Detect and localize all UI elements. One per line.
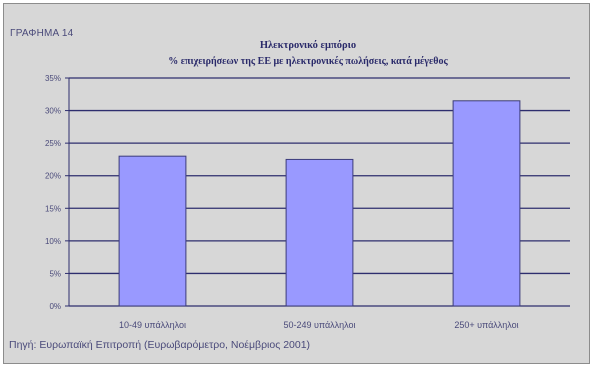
y-tick-label: 35% bbox=[45, 74, 61, 83]
y-tick-label: 25% bbox=[45, 139, 61, 148]
y-tick-label: 30% bbox=[45, 107, 61, 116]
bars bbox=[118, 100, 521, 307]
y-tick-label: 5% bbox=[49, 269, 61, 278]
y-tick-label: 10% bbox=[45, 237, 61, 246]
figure-label: ΓΡΑΦΗΜΑ 14 bbox=[10, 28, 74, 39]
bar bbox=[452, 100, 521, 307]
x-axis-categories: 10-49 υπάλληλοι 50-249 υπάλληλοι 250+ υπάλ… bbox=[119, 320, 519, 330]
chart-subtitle: % επιχειρήσεων της ΕΕ με ηλεκτρονικές πω… bbox=[168, 55, 448, 67]
x-category-label: 10-49 υπάλληλοι bbox=[119, 320, 186, 330]
bar bbox=[285, 158, 354, 307]
x-category-label: 50-249 υπάλληλοι bbox=[283, 320, 355, 330]
y-tick-label: 15% bbox=[45, 204, 61, 213]
y-tick-label: 20% bbox=[45, 172, 61, 181]
y-axis-ticks: 0% 5% 10% 15% 20% 25% 30% 35% bbox=[45, 74, 61, 311]
source-note: Πηγή: Ευρωπαϊκή Επιτροπή (Ευρωβαρόμετρο,… bbox=[9, 339, 311, 351]
chart-title: Ηλεκτρονικό εμπόριο bbox=[260, 40, 356, 51]
y-tick-label: 0% bbox=[49, 302, 61, 311]
x-category-label: 250+ υπάλληλοι bbox=[454, 320, 518, 330]
bar bbox=[118, 155, 187, 307]
